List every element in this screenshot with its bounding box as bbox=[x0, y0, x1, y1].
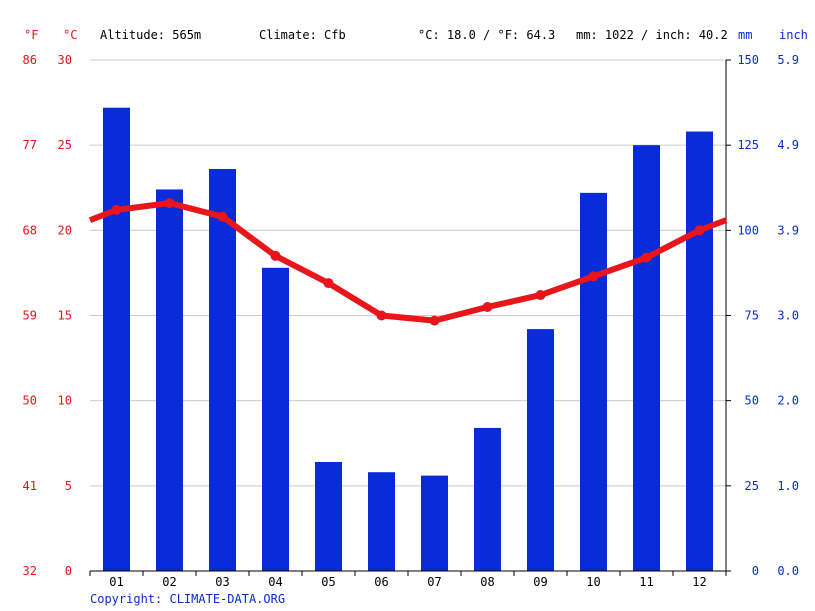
inch-tick-label: 1.0 bbox=[777, 479, 799, 493]
celsius-tick-label: 0 bbox=[65, 564, 72, 578]
inch-tick-label: 2.0 bbox=[777, 394, 799, 408]
celsius-tick-label: 5 bbox=[65, 479, 72, 493]
inch-tick-label: 3.0 bbox=[777, 309, 799, 323]
fahrenheit-unit-label: °F bbox=[24, 28, 39, 42]
precipitation-bar bbox=[262, 267, 289, 571]
temperature-point bbox=[694, 225, 705, 236]
month-tick-label: 11 bbox=[639, 575, 653, 589]
fahrenheit-tick-label: 77 bbox=[23, 138, 37, 152]
celsius-tick-label: 25 bbox=[58, 138, 72, 152]
precipitation-bar bbox=[315, 461, 342, 571]
month-tick-label: 05 bbox=[321, 575, 335, 589]
inch-tick-label: 0.0 bbox=[777, 564, 799, 578]
temperature-point bbox=[164, 198, 175, 209]
temperature-point bbox=[217, 211, 228, 222]
temperature-line bbox=[88, 200, 728, 324]
celsius-tick-label: 10 bbox=[58, 394, 72, 408]
mm-tick-label: 25 bbox=[745, 479, 759, 493]
fahrenheit-tick-label: 32 bbox=[23, 564, 37, 578]
temperature-point bbox=[588, 271, 599, 282]
precipitation-bar bbox=[209, 169, 236, 571]
month-tick-label: 12 bbox=[692, 575, 706, 589]
precipitation-bar bbox=[580, 192, 607, 572]
precipitation-bar bbox=[368, 472, 395, 571]
temperature-point bbox=[270, 250, 281, 261]
temperature-point bbox=[641, 252, 652, 263]
climate-text: Climate: Cfb bbox=[259, 28, 346, 42]
precipitation-bar bbox=[474, 427, 501, 571]
celsius-tick-label: 15 bbox=[58, 309, 72, 323]
precipitation-bar bbox=[633, 145, 660, 571]
month-tick-label: 01 bbox=[109, 575, 123, 589]
mm-tick-label: 50 bbox=[745, 394, 759, 408]
temperature-point bbox=[111, 204, 122, 215]
altitude-text: Altitude: 565m bbox=[100, 28, 202, 42]
inch-unit-label: inch bbox=[779, 28, 808, 42]
fahrenheit-tick-label: 50 bbox=[23, 394, 37, 408]
mm-tick-label: 150 bbox=[737, 53, 759, 67]
month-tick-label: 07 bbox=[427, 575, 441, 589]
copyright-link[interactable]: Copyright: CLIMATE-DATA.ORG bbox=[90, 592, 286, 606]
month-tick-label: 04 bbox=[268, 575, 282, 589]
precipitation-bar bbox=[421, 475, 448, 571]
inch-tick-label: 3.9 bbox=[777, 223, 799, 237]
month-tick-label: 08 bbox=[480, 575, 494, 589]
average-temperature-text: °C: 18.0 / °F: 64.3 bbox=[418, 28, 556, 42]
celsius-unit-label: °C bbox=[63, 28, 78, 42]
temperature-point bbox=[323, 278, 334, 289]
annual-precipitation-text: mm: 1022 / inch: 40.2 bbox=[576, 28, 728, 42]
celsius-tick-label: 20 bbox=[58, 223, 72, 237]
month-tick-label: 03 bbox=[215, 575, 229, 589]
precipitation-bar bbox=[103, 107, 130, 572]
mm-tick-label: 125 bbox=[737, 138, 759, 152]
precipitation-bar bbox=[686, 131, 713, 572]
temperature-point bbox=[429, 315, 440, 326]
month-tick-label: 09 bbox=[533, 575, 547, 589]
fahrenheit-tick-label: 59 bbox=[23, 309, 37, 323]
mm-unit-label: mm bbox=[738, 28, 753, 42]
month-tick-label: 10 bbox=[586, 575, 600, 589]
fahrenheit-tick-label: 86 bbox=[23, 53, 37, 67]
mm-tick-label: 75 bbox=[745, 309, 759, 323]
fahrenheit-tick-label: 68 bbox=[23, 223, 37, 237]
mm-tick-label: 0 bbox=[752, 564, 759, 578]
celsius-tick-label: 30 bbox=[58, 53, 72, 67]
month-tick-label: 06 bbox=[374, 575, 388, 589]
temperature-point bbox=[535, 290, 546, 301]
precipitation-bar bbox=[527, 329, 554, 571]
temperature-point bbox=[482, 301, 493, 312]
mm-tick-label: 100 bbox=[737, 223, 759, 237]
month-tick-label: 02 bbox=[162, 575, 176, 589]
temperature-point bbox=[376, 310, 387, 321]
inch-tick-label: 5.9 bbox=[777, 53, 799, 67]
fahrenheit-tick-label: 41 bbox=[23, 479, 37, 493]
precipitation-bar bbox=[156, 189, 183, 571]
inch-tick-label: 4.9 bbox=[777, 138, 799, 152]
